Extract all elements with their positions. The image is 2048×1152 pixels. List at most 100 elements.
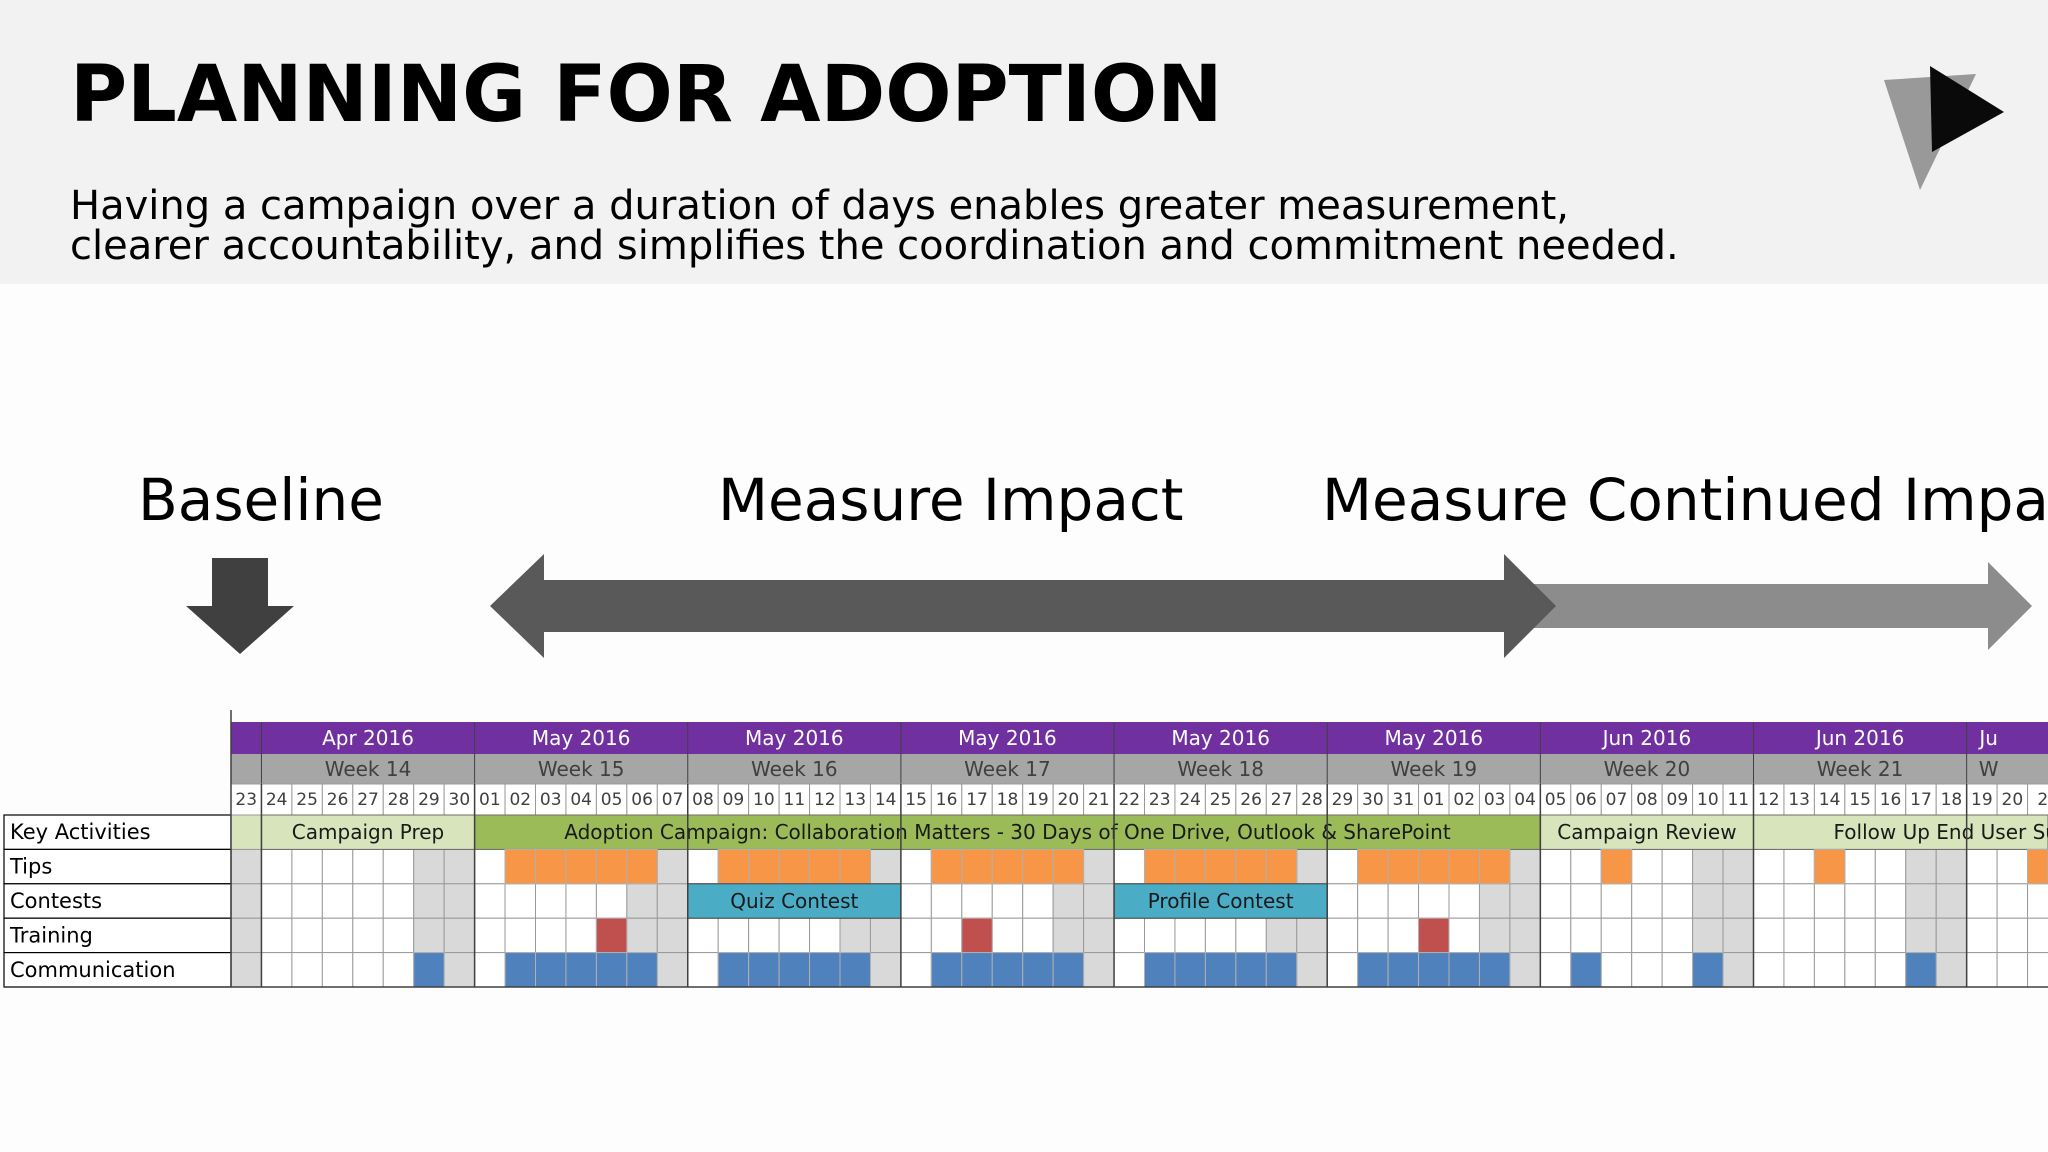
communication-cell (1235, 952, 1267, 988)
communication-cell (748, 952, 780, 988)
activity-label: Follow Up End User Sur (1834, 820, 2048, 844)
month-label: Jun 2016 (1814, 726, 1905, 750)
tip-cell (930, 848, 963, 885)
grid-cell (1083, 883, 1115, 919)
grid-cell (1296, 917, 1328, 954)
day-number: 03 (1484, 790, 1506, 810)
activity-label: Adoption Campaign: Collaboration Matters… (564, 820, 1451, 844)
grid-cell (1783, 917, 1815, 954)
communication-cell (1357, 952, 1389, 988)
month-label: Jun 2016 (1601, 726, 1692, 750)
header-band: PLANNING FOR ADOPTION Having a campaign … (0, 0, 2048, 284)
grid-cell (504, 917, 536, 954)
grid-cell (961, 883, 993, 919)
day-number: 02 (1453, 790, 1475, 810)
day-number: 13 (1788, 790, 1810, 810)
row-label: Key Activities (10, 820, 151, 844)
grid-cell (1296, 952, 1328, 988)
training-cell (961, 917, 993, 954)
grid-cell (1692, 883, 1724, 919)
tip-cell (991, 848, 1024, 885)
contest-bar (687, 883, 902, 919)
grid-cell (1083, 848, 1115, 885)
grid-cell (687, 917, 719, 954)
grid-cell (474, 952, 506, 988)
day-number: 27 (357, 790, 379, 810)
day-number: 18 (997, 790, 1019, 810)
grid-cell (1022, 917, 1054, 954)
grid-cell (535, 917, 567, 954)
grid-cell (1539, 952, 1572, 988)
week-label: Week 14 (325, 757, 412, 781)
grid-cell (1326, 883, 1359, 919)
day-number: 15 (1849, 790, 1871, 810)
tip-cell (626, 848, 658, 885)
tip-cell (809, 848, 841, 885)
grid-cell (1813, 883, 1846, 919)
grid-cell (1326, 848, 1359, 885)
grid-cell (1753, 952, 1785, 988)
row-label-cell (3, 814, 232, 851)
grid-cell (626, 883, 658, 919)
communication-cell (778, 952, 811, 988)
day-number: 23 (1149, 790, 1171, 810)
day-number: 27 (1271, 790, 1293, 810)
row-label: Tips (9, 855, 52, 879)
day-number: 12 (814, 790, 836, 810)
grid-cell (1935, 848, 1968, 885)
day-number: 23 (235, 790, 257, 810)
phase-labels: Baseline Measure Impact Measure Continue… (0, 460, 2048, 540)
grid-cell (2027, 917, 2048, 954)
grid-cell (1113, 848, 1146, 885)
day-number: 01 (479, 790, 501, 810)
grid-cell (869, 952, 902, 988)
communication-cell (565, 952, 597, 988)
communication-cell (1052, 952, 1085, 988)
grid-cell (565, 917, 597, 954)
contest-bar (1113, 883, 1328, 919)
grid-cell (1783, 883, 1815, 919)
grid-cell (1478, 917, 1511, 954)
activity-bar (1753, 814, 2048, 850)
day-cell (778, 783, 811, 816)
tip-cell (839, 848, 871, 885)
grid-cell (1052, 917, 1085, 954)
double-arrow-icon (490, 554, 1556, 658)
communication-cell (1174, 952, 1206, 988)
day-cell (504, 783, 536, 816)
day-number: 31 (1393, 790, 1415, 810)
grid-cell (504, 883, 536, 919)
grid-cell (230, 883, 262, 919)
grid-cell (1448, 883, 1480, 919)
grid-cell (321, 883, 354, 919)
grid-cell (321, 917, 354, 954)
grid-cell (1265, 917, 1298, 954)
grid-cell (900, 883, 932, 919)
grid-cell (260, 917, 293, 954)
tip-cell (717, 848, 750, 885)
grid-cell (443, 883, 476, 919)
grid-cell (687, 848, 719, 885)
tip-cell (1174, 848, 1206, 885)
grid-cell (1935, 917, 1968, 954)
grid-cell (1509, 952, 1541, 988)
grid-cell (291, 952, 323, 988)
week-label: W (1979, 757, 1999, 781)
day-cell (1996, 783, 2029, 816)
grid-cell (1722, 848, 1755, 885)
grid-cell (1387, 883, 1420, 919)
grid-cell (413, 917, 445, 954)
grid-cell (1844, 883, 1876, 919)
grid-cell (1813, 917, 1846, 954)
day-cell (717, 783, 750, 816)
row-label-cell (3, 883, 232, 919)
day-number: 2 (2037, 790, 2048, 810)
grid-cell (321, 848, 354, 885)
month-label: May 2016 (958, 726, 1057, 750)
communication-cell (717, 952, 750, 988)
day-number: 10 (753, 790, 775, 810)
week-label: Week 16 (751, 757, 838, 781)
grid-cell (1631, 917, 1663, 954)
contest-label: Profile Contest (1148, 889, 1294, 913)
tip-cell (504, 848, 536, 885)
